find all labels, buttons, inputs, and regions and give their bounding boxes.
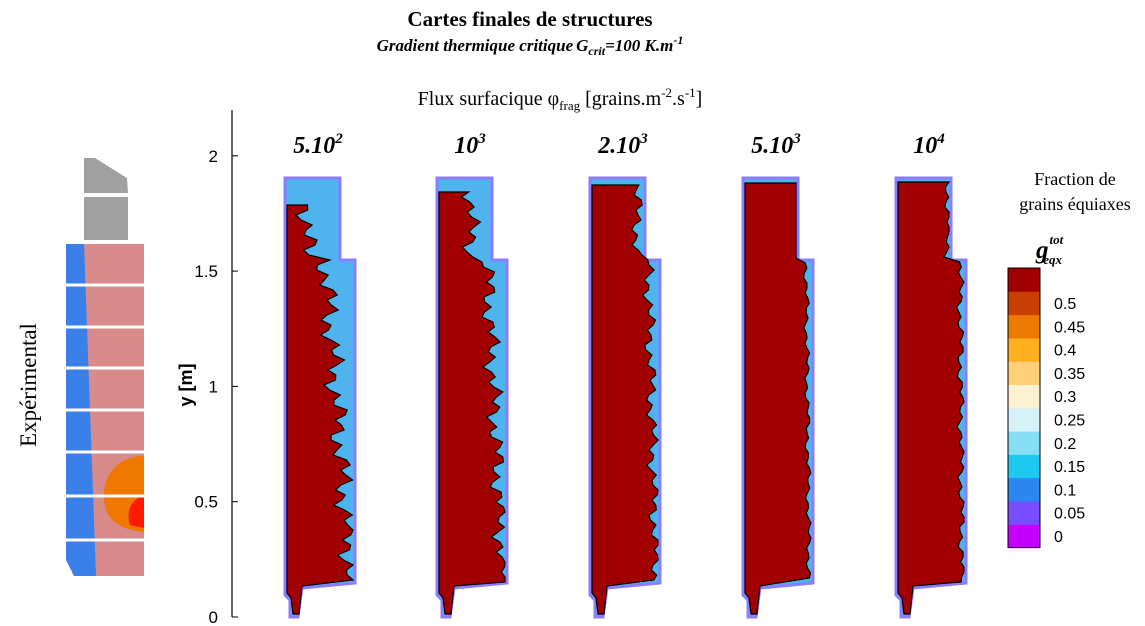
experimental-label: Expérimental — [16, 323, 41, 447]
panel-label-exp: 3 — [792, 131, 801, 147]
colorbar-label: 0.25 — [1054, 412, 1085, 429]
equiaxed-region — [286, 204, 355, 615]
panel-label-exp: 2 — [334, 131, 343, 147]
flux-sub: frag — [559, 98, 580, 113]
subtitle-sup: -1 — [673, 33, 683, 47]
colorbar-label: 0.35 — [1054, 366, 1085, 383]
colorbar-swatch — [1008, 477, 1040, 502]
colorbar-label: 0.15 — [1054, 459, 1085, 476]
flux-rest: .s — [672, 88, 685, 110]
panel-label-exp: 3 — [639, 131, 648, 147]
colorbar-swatch — [1008, 361, 1040, 385]
panel-label-base: 10 — [454, 133, 478, 159]
equiaxed-region — [897, 181, 965, 615]
ingot-head — [84, 197, 128, 240]
colorbar-label: 0.3 — [1054, 389, 1076, 406]
colorbar-label: 0.4 — [1054, 343, 1076, 360]
colorbar-swatch — [1008, 454, 1040, 479]
colorbar-title: grains équiaxes — [1019, 194, 1130, 214]
flux-rest: [grains.m — [580, 88, 662, 110]
y-tick-label: 0 — [209, 608, 218, 626]
y-axis-label: y [m] — [176, 363, 196, 406]
ingot-head — [84, 158, 128, 193]
flux-rest: ] — [696, 88, 703, 110]
y-tick-label: 2 — [209, 147, 218, 166]
y-tick-label: 0.5 — [194, 493, 218, 512]
equiaxed-region — [744, 182, 812, 615]
panel-label-exp: 4 — [936, 131, 945, 147]
panel-label: 103 — [454, 131, 486, 159]
colorbar-label: 0 — [1054, 529, 1063, 546]
colorbar-label: 0.05 — [1054, 506, 1085, 523]
equiaxed-region — [438, 191, 506, 615]
colorbar-swatch — [1008, 431, 1040, 455]
colorbar: Fraction de grains équiaxes gtot eqx 0 0.0… — [1007, 169, 1131, 549]
colorbar-swatch — [1008, 384, 1040, 409]
colorbar-swatch — [1008, 407, 1040, 432]
equiaxed-zone — [128, 495, 144, 528]
colorbar-symbol: gtot eqx — [1035, 232, 1064, 267]
subtitle-rest: =100 K.m — [605, 36, 673, 55]
subtitle-text: Gradient thermique critique — [377, 36, 574, 55]
symbol-sub: eqx — [1043, 252, 1062, 267]
symbol-sup: tot — [1050, 232, 1064, 247]
experimental-map — [64, 158, 146, 576]
colorbar-title: Fraction de — [1034, 169, 1115, 189]
colorbar-swatch — [1008, 337, 1040, 362]
panel-label-base: 5.10 — [293, 133, 335, 159]
colorbar-label: 0.45 — [1054, 319, 1085, 336]
colorbar-label: 0.5 — [1054, 296, 1076, 313]
subtitle: Gradient thermique critique Gcrit=100 K.m… — [377, 33, 684, 58]
subtitle-sub: crit — [588, 44, 605, 58]
panel-label: 104 — [913, 131, 945, 159]
flux-sup: -2 — [661, 85, 672, 100]
flux-sup: -1 — [685, 85, 696, 100]
panel-label-base: 5.10 — [751, 133, 793, 159]
subtitle-symbol: G — [576, 36, 589, 55]
panel-label-exp: 3 — [477, 131, 486, 147]
panel-label-base: 2.10 — [597, 133, 640, 159]
colorbar-label: 0.1 — [1054, 482, 1076, 499]
colorbar-swatch — [1008, 291, 1040, 316]
y-tick-label: 1 — [209, 377, 218, 396]
section-lines — [64, 283, 146, 542]
colorbar-swatch — [1008, 314, 1040, 339]
y-tick-label: 1.5 — [194, 262, 218, 281]
equiaxed-region — [591, 184, 659, 615]
flux-text: Flux surfacique φ — [418, 88, 560, 110]
panel-label: 5.103 — [751, 131, 801, 159]
colorbar-swatch — [1008, 524, 1040, 549]
colorbar-frame — [1007, 267, 1041, 549]
colorbar-swatch — [1008, 501, 1040, 525]
panel-label: 2.103 — [597, 131, 648, 159]
colorbar-label: 0.2 — [1054, 436, 1076, 453]
title: Cartes finales de structures — [407, 7, 652, 31]
panel-label-base: 10 — [913, 133, 937, 159]
colorbar-swatch — [1008, 268, 1040, 292]
flux-label: Flux surfacique φfrag [grains.m-2.s-1] — [418, 85, 703, 113]
symbol: g — [1035, 237, 1049, 264]
panel-label: 5.102 — [293, 131, 343, 159]
